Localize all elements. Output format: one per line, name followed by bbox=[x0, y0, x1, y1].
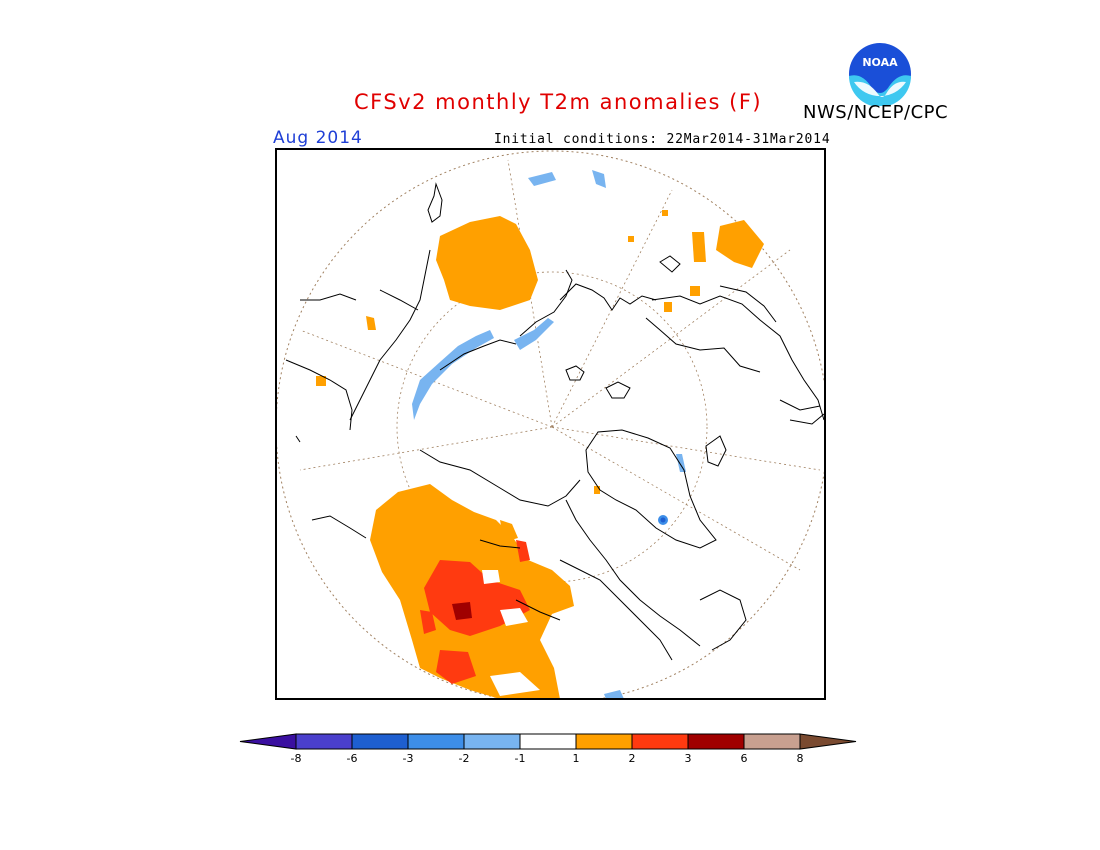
legend-tick-label: -8 bbox=[291, 752, 302, 765]
legend-bin bbox=[687, 733, 745, 750]
initial-conditions-label: Initial conditions: 22Mar2014-31Mar2014 bbox=[494, 132, 831, 147]
legend-bin bbox=[631, 733, 689, 750]
legend-bin bbox=[351, 733, 409, 750]
legend-tick-label: -3 bbox=[403, 752, 414, 765]
legend-tick-label: 8 bbox=[797, 752, 804, 765]
map-title: CFSv2 monthly T2m anomalies (F) bbox=[354, 90, 763, 114]
legend-tick-label: 2 bbox=[629, 752, 636, 765]
legend-tick-label: -2 bbox=[459, 752, 470, 765]
legend-tick-label: 1 bbox=[573, 752, 580, 765]
legend-bin bbox=[519, 733, 577, 750]
agency-label: NWS/NCEP/CPC bbox=[803, 102, 949, 123]
legend-bin bbox=[295, 733, 353, 750]
legend-bin-low-extreme bbox=[239, 733, 297, 750]
anomaly-cool-patches bbox=[412, 170, 686, 699]
valid-month-label: Aug 2014 bbox=[273, 128, 363, 148]
legend-bin-high-extreme bbox=[799, 733, 857, 750]
legend-bin bbox=[463, 733, 521, 750]
hemisphere-boundary bbox=[276, 150, 825, 699]
legend-tick-label: -1 bbox=[515, 752, 526, 765]
legend-tick-label: 6 bbox=[741, 752, 748, 765]
anomaly-region-asia bbox=[370, 484, 574, 699]
map-frame bbox=[275, 148, 826, 700]
legend-bin bbox=[575, 733, 633, 750]
legend-tick-label: -6 bbox=[347, 752, 358, 765]
coastlines bbox=[285, 182, 825, 661]
legend-bin bbox=[743, 733, 801, 750]
noaa-logo-text: NOAA bbox=[862, 56, 898, 69]
legend-tick-label: 3 bbox=[685, 752, 692, 765]
noaa-logo: NOAA bbox=[849, 43, 911, 106]
anomaly-region-north-america bbox=[316, 210, 764, 494]
legend-bin bbox=[407, 733, 465, 750]
